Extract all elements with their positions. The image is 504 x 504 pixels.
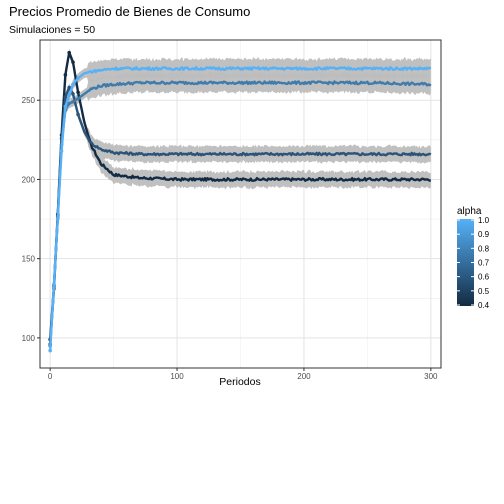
confidence-bands: [50, 48, 431, 356]
series-point-alpha-0.4: [67, 50, 71, 55]
series-band-alpha-0.6: [50, 83, 431, 349]
legend-tick-label: 0.9: [478, 230, 490, 239]
series-point-alpha-1: [67, 93, 71, 98]
series-point-alpha-0.4: [76, 90, 80, 95]
legend-tick-label: 0.7: [478, 259, 490, 268]
legend-tick-label: 1.0: [478, 216, 490, 225]
legend-tick-label: 0.5: [478, 287, 490, 296]
y-tick-label: 100: [22, 334, 36, 343]
series-point-alpha-1: [76, 76, 80, 80]
series-point-alpha-0.8: [71, 99, 75, 104]
series-point-alpha-1: [52, 282, 56, 286]
series-point-alpha-0.6: [67, 85, 71, 90]
y-tick-label: 250: [22, 96, 36, 105]
series-point-alpha-1: [63, 104, 68, 109]
x-axis-ticks: 0 100 200 300: [48, 368, 438, 381]
series-point-alpha-1: [48, 348, 52, 353]
series-point-alpha-0.4: [71, 60, 75, 64]
series-point-alpha-0.8: [67, 101, 71, 106]
legend: alpha 1.0 0.9 0.8 0.7 0.6 0.5 0.4: [457, 206, 490, 310]
legend-colorbar: [457, 219, 474, 306]
legend-tick-label: 0.6: [478, 273, 490, 282]
series-point-alpha-0.4: [63, 73, 68, 77]
series-lines: [48, 50, 432, 353]
y-axis-ticks: 100 150 200 250: [22, 96, 40, 343]
legend-tick-label: 0.4: [478, 301, 490, 310]
series-line-alpha-0.4: [49, 51, 431, 340]
series-line-alpha-1: [49, 66, 432, 351]
y-tick-label: 150: [22, 255, 36, 264]
x-tick-label: 100: [170, 372, 184, 381]
chart-title: Precios Promedio de Bienes de Consumo: [9, 4, 250, 19]
legend-title: alpha: [457, 206, 482, 217]
series-point-alpha-0.6: [71, 92, 75, 96]
x-axis-label: Periodos: [219, 376, 260, 388]
series-point-alpha-0.6: [63, 95, 68, 99]
x-tick-label: 0: [48, 372, 53, 381]
series-line-alpha-0.6: [49, 86, 432, 345]
series-line-alpha-0.8: [49, 80, 432, 346]
chart-subtitle: Simulaciones = 50: [9, 24, 95, 36]
legend-ticks: 1.0 0.9 0.8 0.7 0.6 0.5 0.4: [457, 216, 490, 310]
series-point-alpha-1: [55, 217, 60, 221]
legend-tick-label: 0.8: [478, 244, 490, 253]
series-point-alpha-0.8: [76, 96, 80, 101]
series-point-alpha-0.6: [76, 112, 80, 117]
plot-border: [39, 39, 442, 369]
series-point-alpha-1: [59, 149, 64, 153]
series-point-alpha-1: [71, 82, 75, 87]
x-tick-label: 300: [424, 372, 438, 381]
x-tick-label: 200: [297, 372, 311, 381]
y-tick-label: 200: [22, 175, 36, 184]
series-band-alpha-0.8: [50, 71, 431, 351]
grid-lines: [40, 40, 441, 368]
